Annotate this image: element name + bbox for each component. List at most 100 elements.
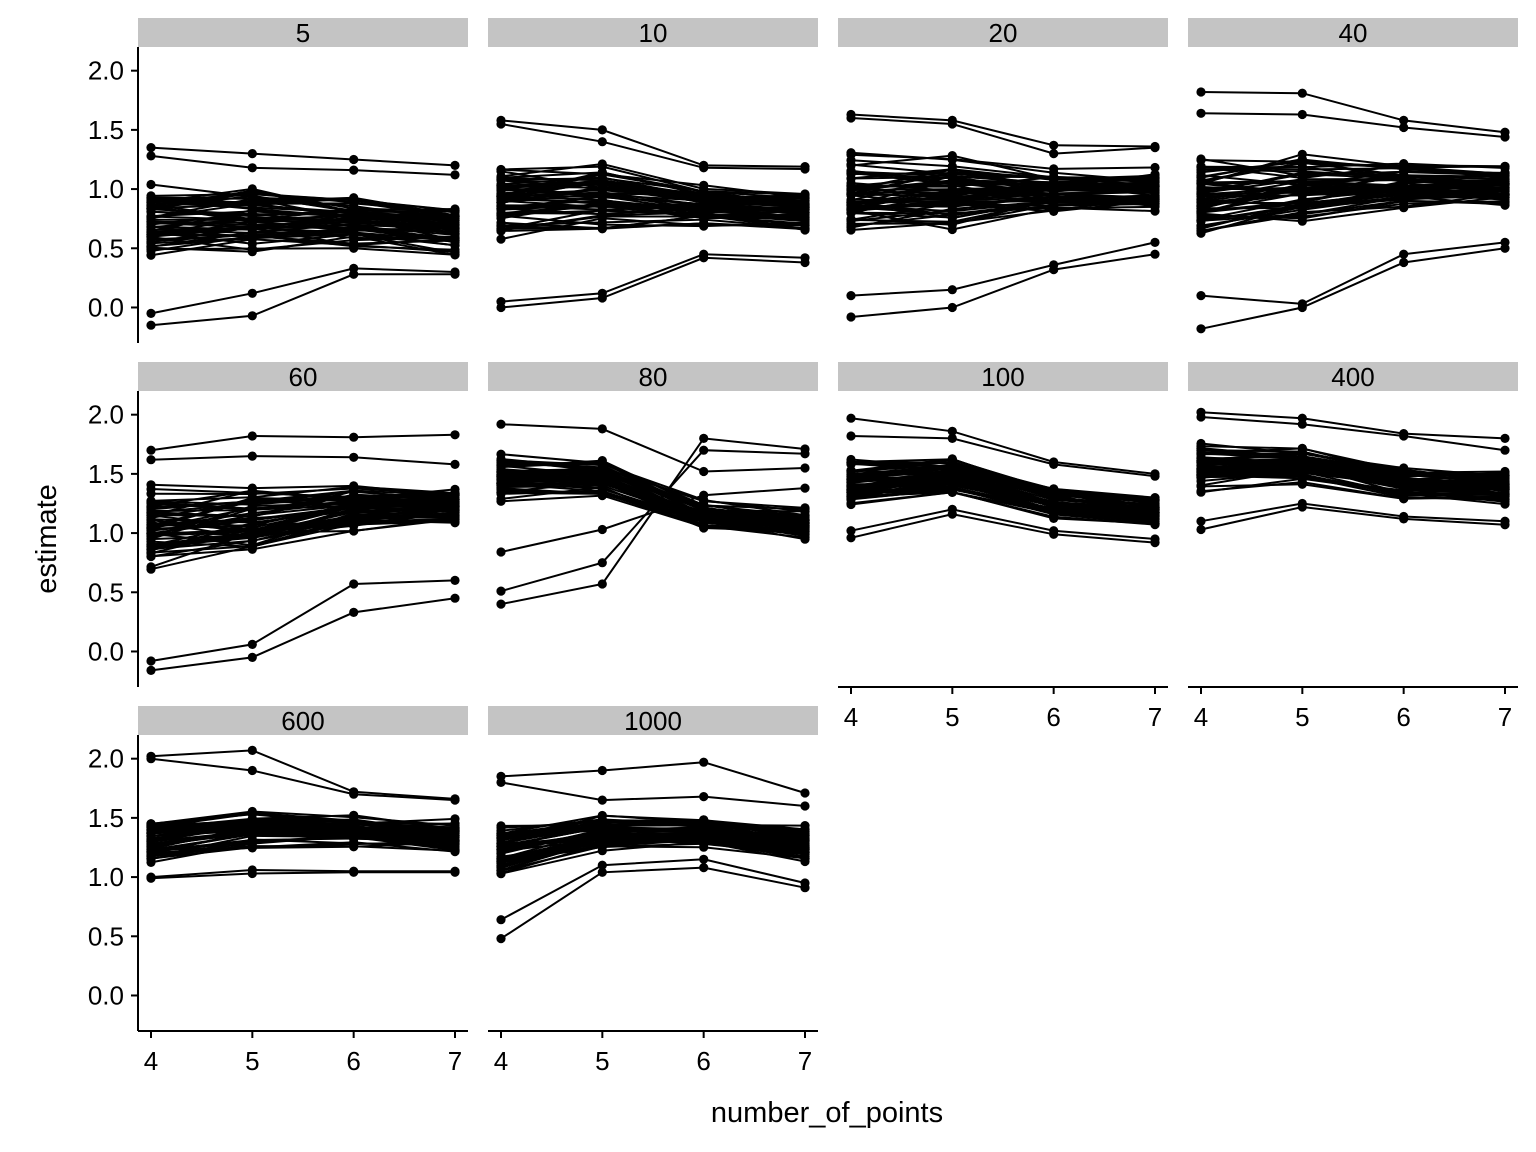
- data-point: [1196, 516, 1206, 526]
- data-point: [496, 934, 506, 944]
- data-point: [1049, 487, 1059, 497]
- data-point: [496, 865, 506, 875]
- data-point: [247, 639, 257, 650]
- data-point: [146, 821, 156, 832]
- series-line: [1200, 505, 1506, 531]
- data-point: [247, 837, 257, 847]
- series-line: [1200, 247, 1506, 330]
- data-point: [247, 431, 257, 441]
- y-tick-label: 0.5: [88, 921, 124, 951]
- series-line: [850, 202, 1156, 210]
- data-point: [450, 233, 460, 243]
- series-line: [500, 423, 806, 473]
- facet-panel: 60 0.0 0.5 1.0 1.5 2.0: [88, 362, 468, 687]
- data-point: [699, 466, 709, 477]
- series-line: [850, 513, 1156, 544]
- series-line: [850, 465, 1156, 499]
- data-point: [349, 824, 359, 834]
- facet-strip-label: 80: [639, 362, 668, 392]
- data-point: [1297, 176, 1307, 186]
- series-line: [850, 182, 1156, 206]
- series-line: [1200, 470, 1506, 496]
- data-point: [1297, 299, 1307, 309]
- data-point: [146, 445, 156, 455]
- facet-panel: 600 0.0 0.5 1.0 1.5 2.0 4 5 6 7: [88, 706, 468, 1076]
- data-point: [846, 533, 856, 543]
- data-point: [1196, 196, 1206, 206]
- data-point: [1196, 324, 1206, 334]
- data-point: [846, 466, 856, 476]
- data-point: [1196, 87, 1206, 97]
- facet-strip-label: 100: [981, 362, 1024, 392]
- data-point: [699, 792, 709, 802]
- data-point: [496, 468, 506, 478]
- data-point: [496, 224, 506, 234]
- series-line: [500, 824, 806, 837]
- data-point: [1150, 249, 1160, 259]
- series-line: [150, 810, 456, 833]
- data-point: [349, 154, 359, 165]
- facet-strip: [138, 706, 468, 735]
- data-point: [947, 487, 957, 497]
- data-point: [597, 167, 607, 177]
- data-point: [247, 234, 257, 244]
- data-point: [349, 510, 359, 520]
- data-point: [1399, 122, 1409, 133]
- x-tick-label: 6: [1396, 702, 1410, 732]
- data-point: [800, 193, 810, 203]
- data-point: [247, 745, 257, 756]
- series-line: [850, 153, 1156, 170]
- series-line: [1200, 166, 1506, 175]
- data-point: [450, 866, 460, 876]
- facet-strip: [488, 706, 818, 735]
- series-line: [150, 197, 456, 224]
- series-line: [850, 417, 1156, 475]
- data-point: [699, 180, 709, 190]
- data-point: [450, 575, 460, 586]
- y-tick-label: 1.0: [88, 174, 124, 204]
- data-point: [1500, 445, 1510, 455]
- series-line: [150, 505, 456, 526]
- series-line: [1200, 185, 1506, 210]
- series-line: [150, 509, 456, 546]
- data-point: [597, 476, 607, 486]
- data-point: [1196, 108, 1206, 118]
- facet-strip-label: 5: [296, 18, 310, 48]
- data-point: [699, 510, 709, 520]
- facet-strip-label: 600: [281, 706, 324, 736]
- x-tick-label: 6: [1046, 702, 1060, 732]
- data-point: [1500, 481, 1510, 492]
- data-point: [1196, 224, 1206, 234]
- data-point: [1150, 495, 1160, 505]
- data-point: [597, 524, 607, 535]
- data-point: [1399, 171, 1409, 181]
- data-point: [597, 288, 607, 298]
- data-point: [146, 204, 156, 214]
- series-line: [850, 469, 1156, 514]
- data-point: [597, 137, 607, 147]
- series-line: [150, 233, 456, 254]
- data-point: [846, 526, 856, 536]
- data-point: [1150, 507, 1160, 518]
- data-point: [146, 196, 156, 207]
- series-line: [150, 455, 456, 466]
- data-point: [846, 291, 856, 301]
- data-point: [496, 547, 506, 557]
- data-point: [450, 814, 460, 824]
- facet-strip: [488, 18, 818, 47]
- series-line: [1200, 175, 1506, 193]
- data-point: [1196, 216, 1206, 226]
- data-point: [1150, 199, 1160, 209]
- data-point: [496, 839, 506, 849]
- data-point: [947, 151, 957, 161]
- y-tick-label: 2.0: [88, 400, 124, 430]
- data-point: [1399, 163, 1409, 173]
- data-point: [1500, 237, 1510, 247]
- series-line: [1200, 241, 1506, 305]
- data-point: [450, 212, 460, 222]
- x-tick-label: 5: [945, 702, 959, 732]
- data-point: [800, 463, 810, 473]
- data-point: [597, 842, 607, 852]
- data-point: [597, 205, 607, 215]
- data-point: [1049, 181, 1059, 191]
